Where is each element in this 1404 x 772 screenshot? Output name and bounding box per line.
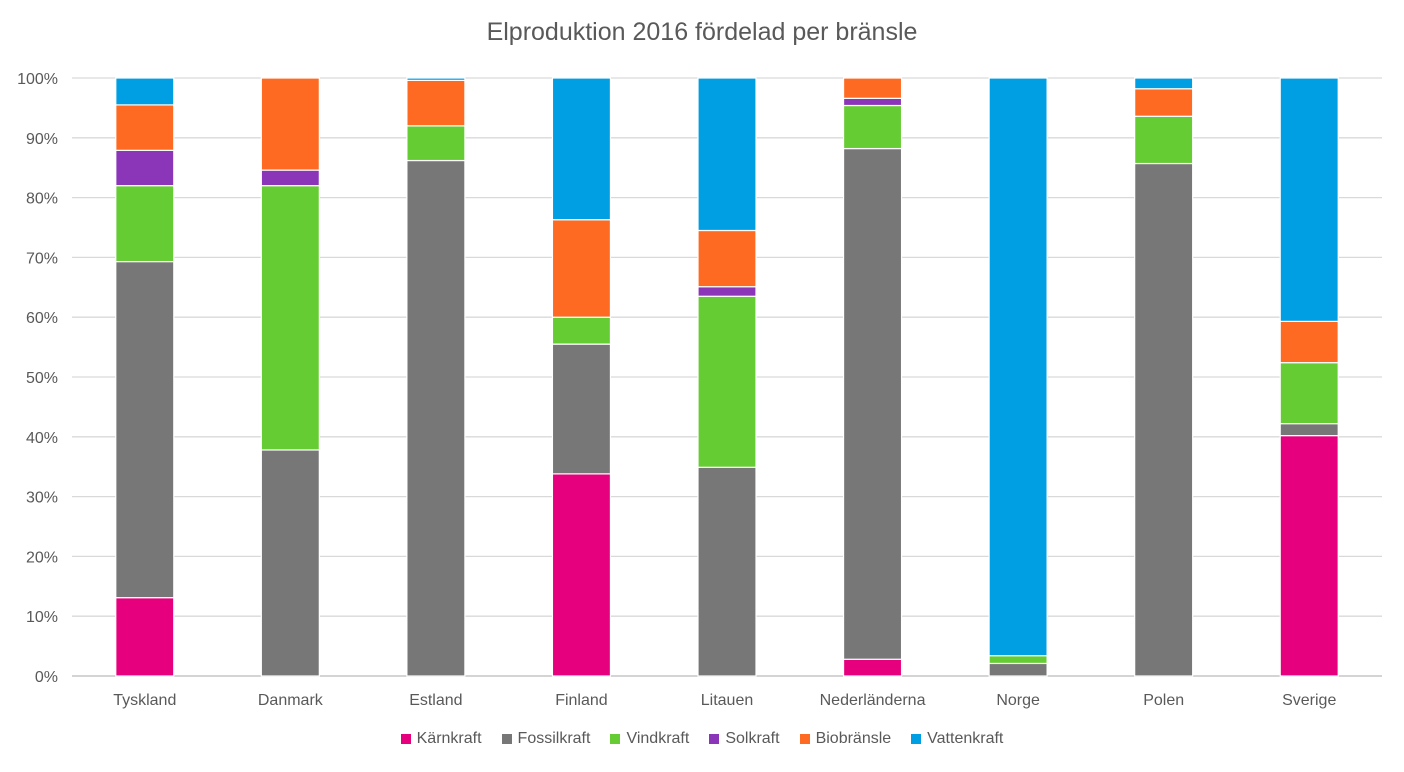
y-tick-label: 50% (26, 370, 58, 387)
bar-segment (551, 316, 612, 345)
bar-segment (115, 77, 175, 106)
bar-segment (551, 343, 612, 475)
legend-swatch (400, 734, 411, 744)
bar-segment (1134, 162, 1194, 677)
bar-segment (988, 655, 1048, 665)
x-category-label: Polen (1143, 692, 1184, 709)
bar-segment (697, 466, 757, 677)
bar-segment (842, 97, 903, 107)
legend-item: Fossilkraft (501, 730, 591, 748)
bar-segment (1279, 423, 1339, 437)
bar-segment (1134, 115, 1194, 165)
bar-segment (260, 77, 320, 171)
x-category-label: Litauen (701, 692, 754, 709)
bar-segment (406, 125, 466, 162)
y-tick-label: 0% (35, 669, 58, 686)
bar-segment (551, 77, 612, 221)
legend-item: Vindkraft (610, 730, 689, 748)
x-category-label: Finland (555, 692, 607, 709)
legend: Kärnkraft Fossilkraft Vindkraft Solkraft Bio… (0, 730, 1404, 748)
x-category-label: Norge (996, 692, 1040, 709)
y-tick-label: 40% (26, 430, 58, 447)
legend-swatch (911, 734, 922, 744)
x-category-label: Estland (409, 692, 462, 709)
bar-segment (115, 597, 175, 677)
legend-swatch (501, 734, 512, 744)
bar-segment (1279, 77, 1339, 322)
bar-segment (697, 77, 757, 232)
x-category-label: Danmark (258, 692, 324, 709)
legend-swatch (799, 734, 810, 744)
legend-item: Kärnkraft (400, 730, 482, 748)
legend-label: Solkraft (725, 730, 780, 747)
bar-segment (1279, 362, 1339, 425)
legend-item: Solkraft (709, 730, 780, 748)
y-axis-ticks: 0% 10% 20% 30% 40% 50% 60% 70% 80% 90% 100% (17, 71, 58, 686)
bar-segment (842, 104, 903, 150)
bar-segment (988, 77, 1048, 657)
legend-swatch (610, 734, 621, 744)
legend-swatch (709, 734, 720, 744)
y-tick-label: 60% (26, 310, 58, 327)
x-axis-categories: Tyskland Danmark Estland Finland Litauen Nede… (113, 692, 1336, 709)
bar-segment (115, 149, 175, 187)
bar-segment (842, 658, 903, 677)
bar-segment (842, 77, 903, 99)
legend-item: Vattenkraft (911, 730, 1003, 748)
legend-item: Biobränsle (799, 730, 892, 748)
legend-label: Biobränsle (815, 730, 892, 747)
y-tick-label: 90% (26, 131, 58, 148)
bar-segment (260, 169, 320, 187)
bar-segment (115, 185, 175, 263)
legend-label: Kärnkraft (416, 730, 482, 747)
chart-title: Elproduktion 2016 fördelad per bränsle (486, 18, 918, 46)
legend-label: Vindkraft (626, 730, 690, 747)
bar-segment (260, 185, 320, 451)
bar-segment (406, 79, 466, 127)
bars (115, 77, 1339, 677)
legend-label: Vattenkraft (927, 730, 1004, 747)
bar-segment (1134, 77, 1194, 90)
bar-segment (115, 260, 175, 599)
y-tick-label: 10% (26, 609, 58, 626)
bar-segment (260, 449, 320, 677)
bar-segment (115, 104, 175, 151)
y-tick-label: 30% (26, 490, 58, 507)
bar-segment (1134, 88, 1194, 117)
bar-segment (988, 662, 1048, 677)
bar-segment (551, 473, 612, 677)
bar-segment (406, 77, 466, 81)
bar-segment (406, 159, 466, 677)
bar-segment (697, 295, 757, 468)
bar-segment (697, 229, 757, 288)
bar-segment (697, 286, 757, 297)
y-tick-label: 20% (26, 549, 58, 566)
y-tick-label: 100% (17, 71, 58, 88)
y-tick-label: 70% (26, 250, 58, 267)
x-category-label: Sverige (1282, 692, 1336, 709)
bar-segment (1279, 435, 1339, 677)
bar-segment (842, 147, 903, 660)
bar-segment (1279, 320, 1339, 364)
bar-segment (551, 219, 612, 318)
x-category-label: Nederländerna (820, 692, 926, 709)
y-tick-label: 80% (26, 191, 58, 208)
legend-label: Fossilkraft (517, 730, 591, 747)
x-category-label: Tyskland (113, 692, 176, 709)
